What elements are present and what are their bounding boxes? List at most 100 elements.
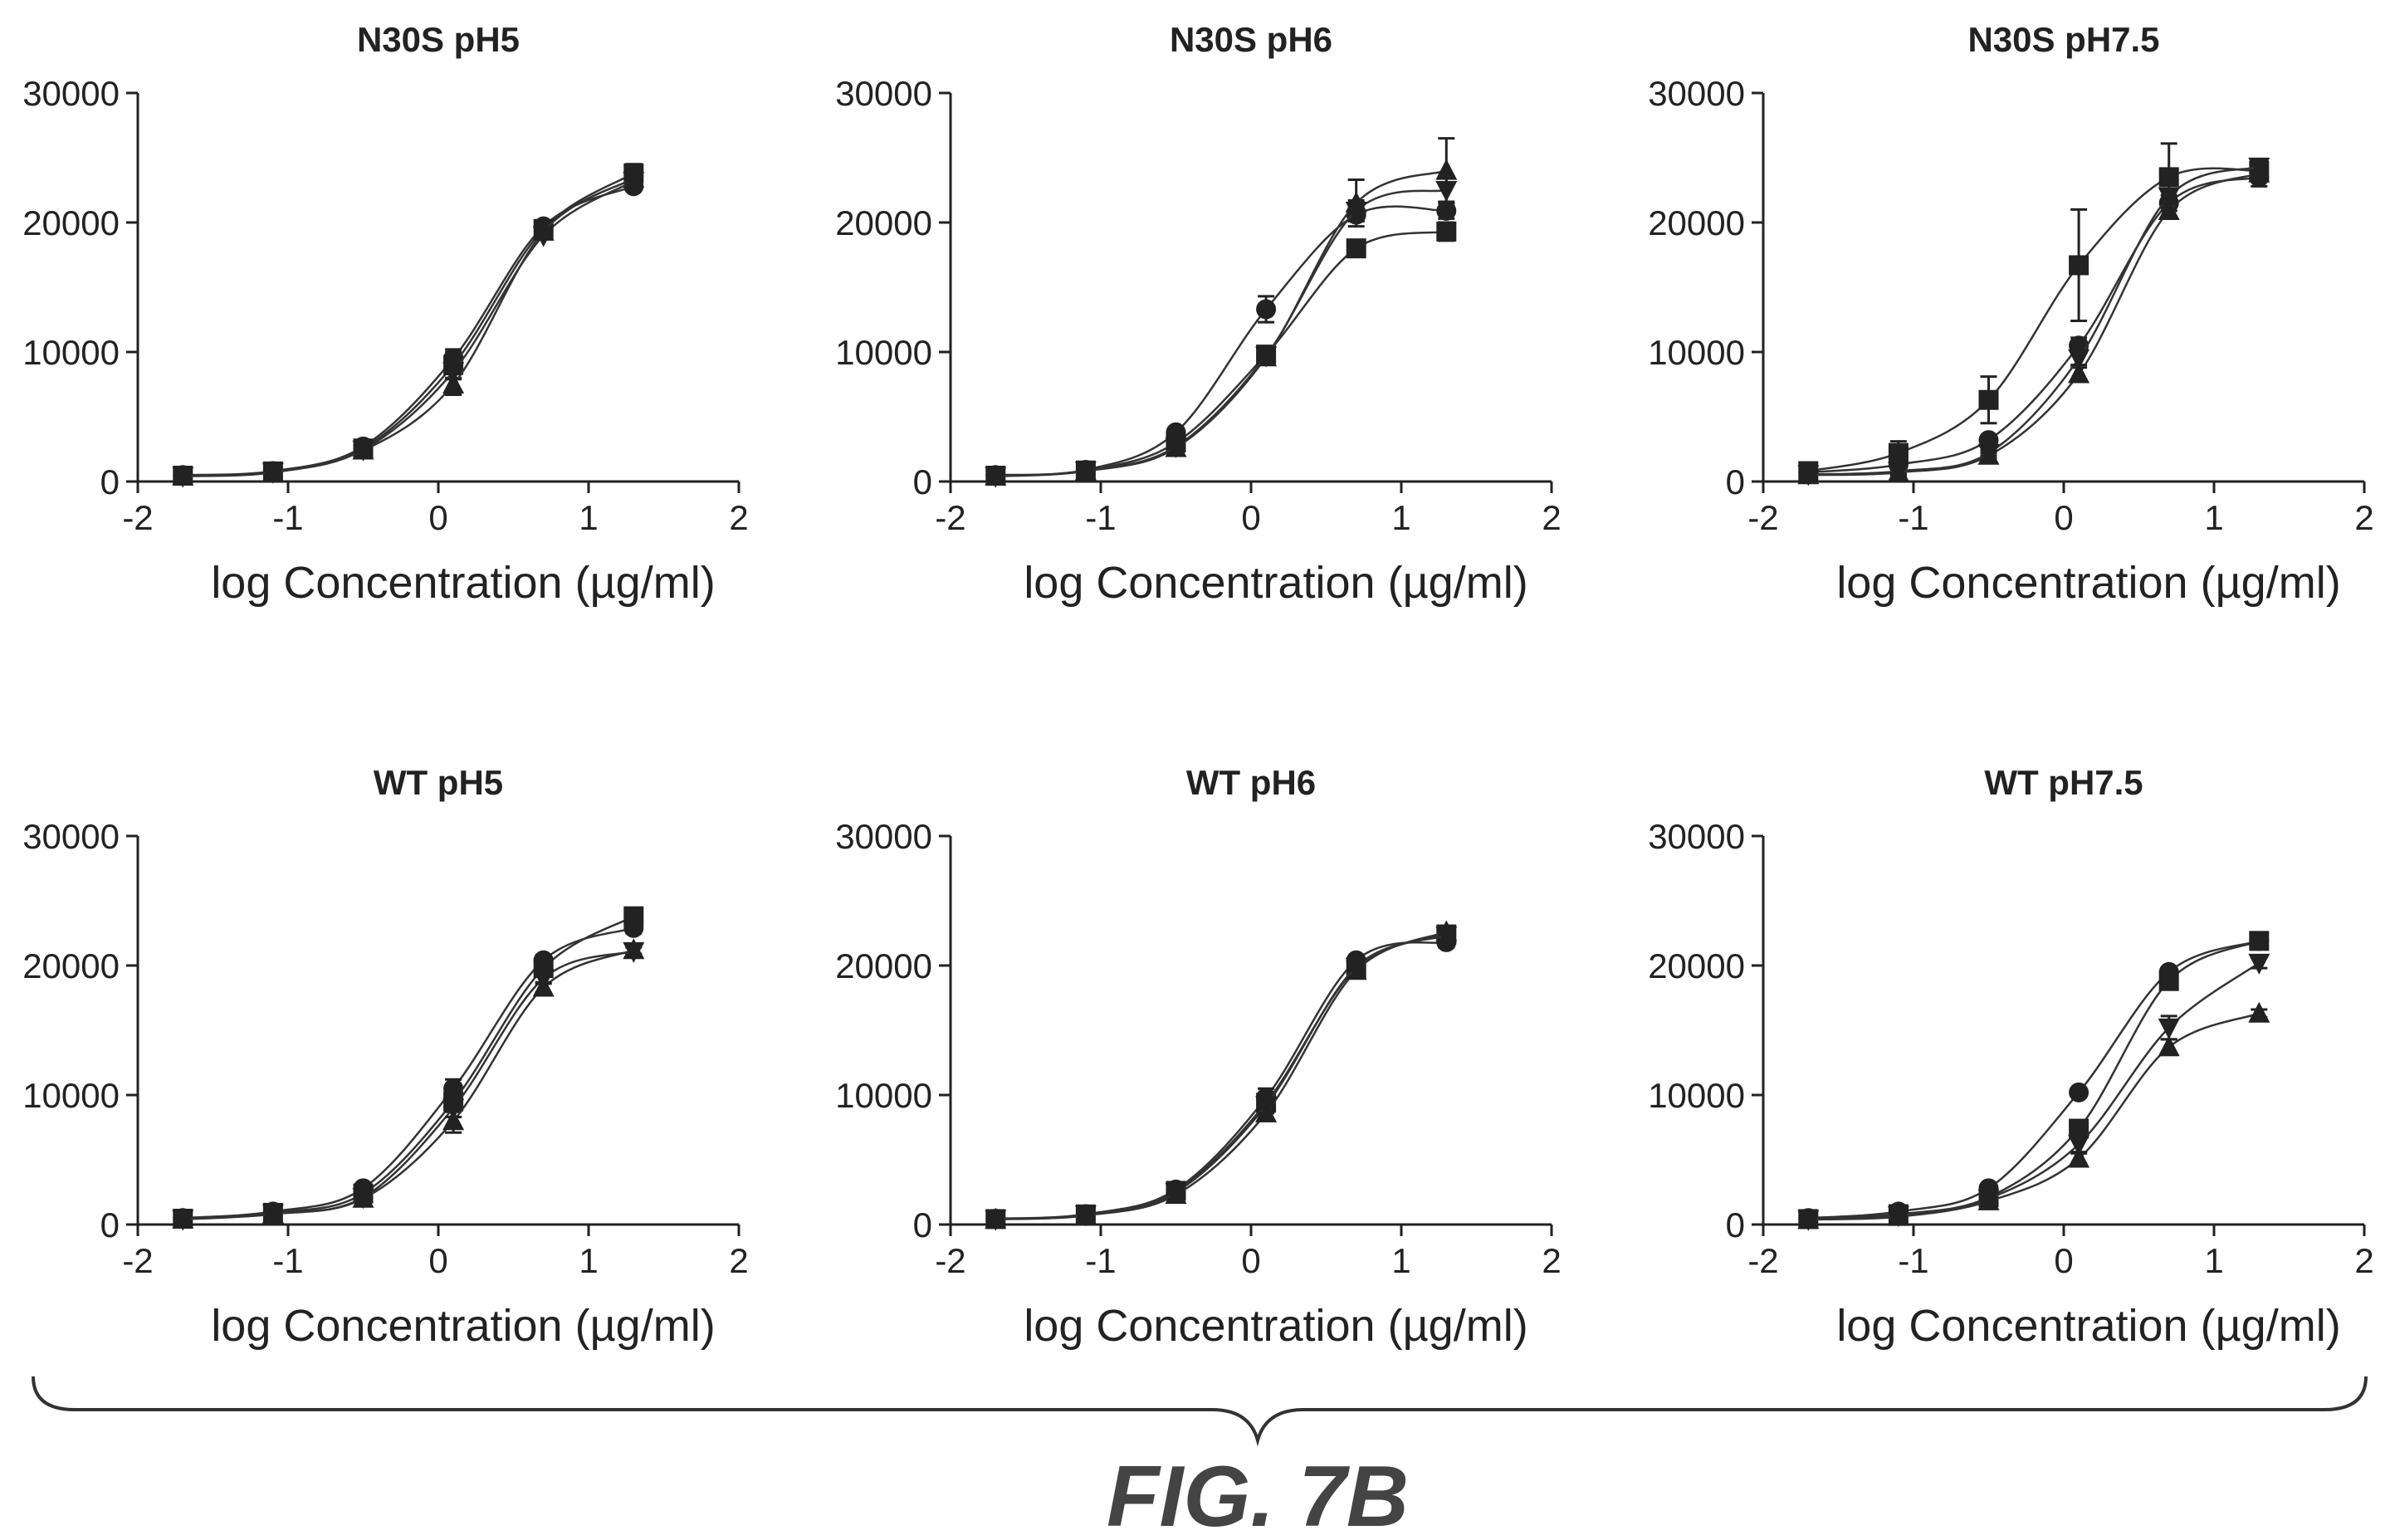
data-point xyxy=(1345,201,1367,222)
x-tick-label: 0 xyxy=(2054,498,2073,537)
data-point xyxy=(1074,462,1097,483)
panel-title: N30S pH7.5 xyxy=(1967,20,2159,59)
data-point xyxy=(985,467,1007,488)
panel-title: WT pH6 xyxy=(1186,763,1316,802)
x-tick-label: 0 xyxy=(1241,1241,1260,1280)
data-point xyxy=(261,1204,284,1225)
series-triangle-down xyxy=(985,177,1458,488)
data-point xyxy=(985,1210,1007,1231)
x-tick-label: 0 xyxy=(428,498,447,537)
y-tick-label: 20000 xyxy=(835,203,932,242)
data-point xyxy=(1435,159,1458,180)
x-tick-label: 2 xyxy=(729,1241,748,1280)
series-triangle-up xyxy=(985,137,1458,486)
y-tick-label: 10000 xyxy=(22,333,120,372)
fit-curve xyxy=(995,931,1447,1221)
x-axis-label: log Concentration (µg/ml) xyxy=(1836,558,2340,608)
y-tick-label: 0 xyxy=(100,462,120,501)
fit-curve xyxy=(183,177,634,478)
x-tick-label: 2 xyxy=(729,498,748,537)
fit-curve xyxy=(995,169,1447,478)
x-axis-label: log Concentration (µg/ml) xyxy=(211,558,715,608)
chart-panel: WT pH7.5 0 10000 20000 30000 -2 -1 0 1 2 log Conce… xyxy=(1648,763,2373,1351)
fit-curve xyxy=(183,172,634,477)
series-square xyxy=(173,906,644,1229)
series-triangle-up xyxy=(172,166,645,486)
data-point xyxy=(1345,957,1367,979)
chart-panel: WT pH6 0 10000 20000 30000 -2 -1 0 1 2 log Concent… xyxy=(835,763,1561,1351)
chart-panel: WT pH5 0 10000 20000 30000 -2 -1 0 1 2 log Concent… xyxy=(22,763,748,1351)
series-triangle-up xyxy=(985,920,1458,1229)
data-point xyxy=(1887,462,1909,483)
y-tick-label: 20000 xyxy=(22,203,120,242)
data-point xyxy=(1256,299,1277,320)
panel-title: WT pH7.5 xyxy=(1984,763,2143,802)
data-point xyxy=(442,1109,465,1131)
x-tick-label: -1 xyxy=(1085,1241,1116,1280)
fit-curve xyxy=(1808,172,2260,477)
panel-title: WT pH5 xyxy=(374,763,503,802)
fit-curve xyxy=(995,941,1447,1220)
x-tick-label: 1 xyxy=(579,1241,598,1280)
y-tick-label: 30000 xyxy=(1648,74,1745,113)
series-square xyxy=(985,221,1457,486)
data-point xyxy=(2248,953,2270,975)
data-point xyxy=(261,462,284,484)
chart-panel: N30S pH7.5 0 10000 20000 30000 -2 -1 0 1 2 log Con… xyxy=(1648,20,2373,608)
series-circle xyxy=(1798,931,2270,1229)
y-tick-label: 20000 xyxy=(835,946,932,985)
data-point xyxy=(1255,1096,1278,1117)
x-tick-label: 2 xyxy=(2354,1241,2373,1280)
data-point xyxy=(2068,1146,2090,1168)
x-tick-label: -1 xyxy=(1898,1241,1928,1280)
fit-curve xyxy=(183,180,634,477)
series-circle xyxy=(173,176,644,486)
data-point xyxy=(2158,970,2179,991)
x-tick-label: 1 xyxy=(1391,498,1410,537)
data-point xyxy=(2069,1082,2089,1102)
data-point xyxy=(1436,221,1457,242)
fit-curve xyxy=(183,915,634,1220)
data-point xyxy=(2158,198,2180,220)
data-point xyxy=(623,172,645,193)
data-point xyxy=(1977,1189,2000,1210)
grouping-brace xyxy=(32,1376,2368,1447)
x-axis-label: log Concentration (µg/ml) xyxy=(211,1301,715,1351)
x-axis-label: log Concentration (µg/ml) xyxy=(1024,558,1527,608)
data-point xyxy=(1797,465,1820,486)
fit-curve xyxy=(1808,176,2260,474)
series-triangle-up xyxy=(1797,161,2270,485)
data-point xyxy=(2248,1001,2270,1023)
series-square xyxy=(1798,142,2270,482)
data-point xyxy=(352,1188,374,1210)
chart-panel: N30S pH6 0 10000 20000 30000 -2 -1 0 1 2 log Conce… xyxy=(835,20,1561,608)
fit-curve xyxy=(995,205,1447,477)
series-square xyxy=(985,924,1457,1230)
figure-label: FIG. 7B xyxy=(1107,1449,1409,1540)
x-tick-label: 2 xyxy=(1542,1241,1561,1280)
y-tick-label: 30000 xyxy=(22,817,120,856)
x-tick-label: -2 xyxy=(122,498,153,537)
y-tick-label: 10000 xyxy=(835,1076,932,1115)
fit-curve xyxy=(1808,961,2260,1221)
data-point xyxy=(623,906,644,926)
fit-curve xyxy=(1808,1012,2260,1221)
y-tick-label: 20000 xyxy=(1648,946,1745,985)
data-point xyxy=(2248,157,2270,178)
x-tick-label: 0 xyxy=(428,1241,447,1280)
data-point xyxy=(352,440,374,462)
y-tick-label: 10000 xyxy=(1648,1076,1745,1115)
fit-curve xyxy=(995,934,1447,1220)
series-triangle-down xyxy=(172,941,645,1231)
fit-curve xyxy=(995,933,1447,1220)
data-point xyxy=(2068,1135,2090,1156)
data-point xyxy=(1435,181,1458,202)
x-tick-label: -2 xyxy=(935,1241,965,1280)
y-tick-label: 30000 xyxy=(1648,817,1745,856)
fit-curve xyxy=(1808,165,2260,476)
x-tick-label: 1 xyxy=(2204,498,2223,537)
data-point xyxy=(1346,238,1366,259)
series-circle xyxy=(985,931,1457,1229)
data-point xyxy=(1436,200,1457,221)
